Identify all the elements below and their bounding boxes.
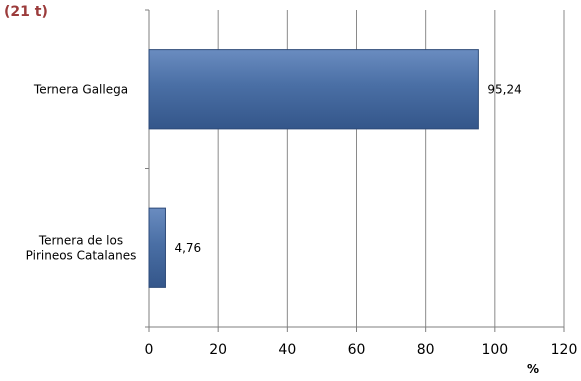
labels: 0 20 40 60 80 100 120 95,24 Ternera Gallega 4,76 T… (26, 82, 578, 358)
x-tick-label-20: 20 (209, 342, 227, 358)
bar-1 (148, 207, 166, 288)
x-tick-label-120: 120 (551, 342, 578, 358)
x-tick-label-80: 80 (417, 342, 435, 358)
data-label-0: 95,24 (487, 82, 521, 96)
x-tick-label-100: 100 (481, 342, 508, 358)
category-label-1: Ternera de los Pirineos Catalanes (26, 233, 137, 262)
bars (148, 49, 479, 288)
data-label-1: 4,76 (174, 241, 201, 255)
x-tick-label-60: 60 (348, 342, 366, 358)
x-axis-unit-label: % (527, 362, 539, 376)
x-tick-label-0: 0 (145, 342, 154, 358)
bar-0 (148, 49, 479, 130)
x-tick-label-40: 40 (278, 342, 296, 358)
category-label-0: Ternera Gallega (33, 82, 128, 96)
chart-title-fragment: (21 t) (4, 4, 48, 20)
